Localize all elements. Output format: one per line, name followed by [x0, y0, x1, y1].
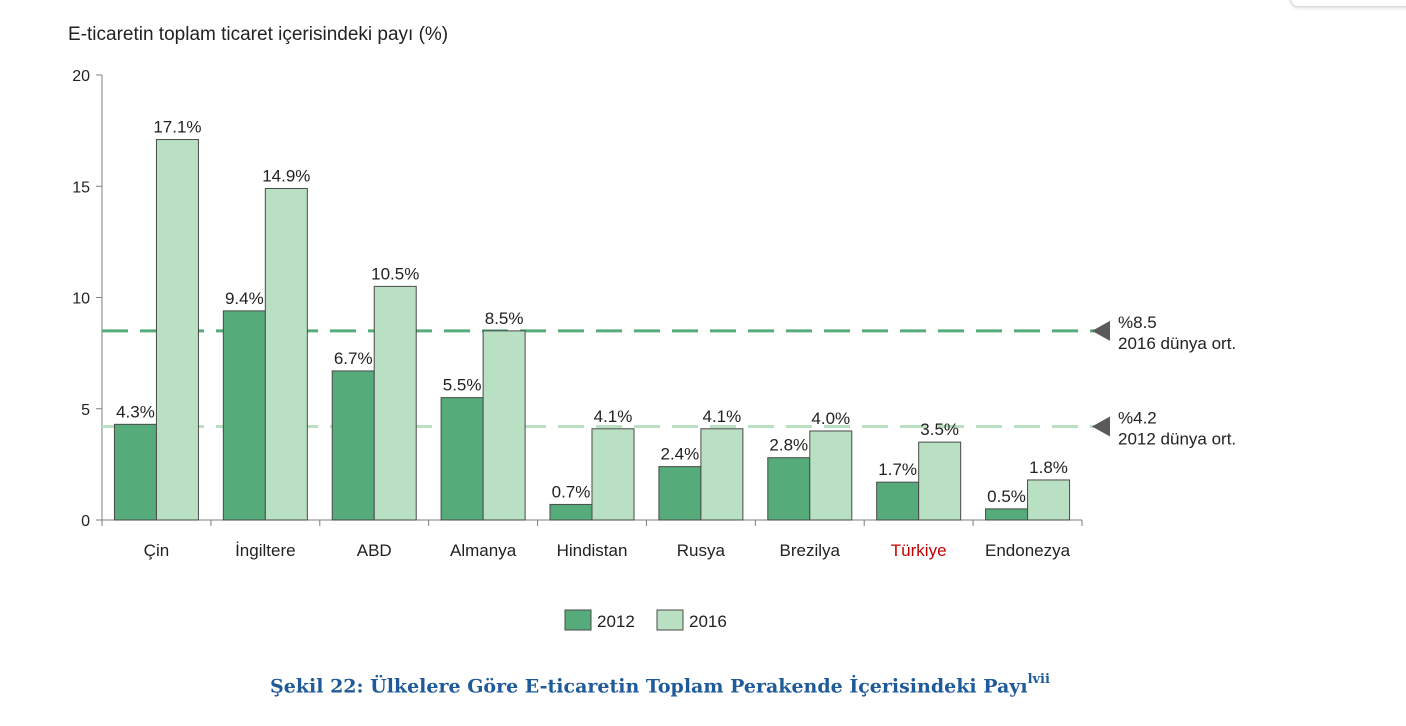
bar-2016: [918, 441, 962, 521]
reference-marker-triangle: [1092, 416, 1110, 437]
data-label: 1.7%: [878, 460, 917, 479]
x-tick-label: ABD: [357, 541, 392, 560]
y-tick-label: 5: [81, 402, 90, 419]
bar-2012: [331, 370, 375, 521]
legend-label: 2012: [597, 612, 635, 631]
bar-2016: [809, 430, 853, 521]
figure-caption: Şekil 22: Ülkelere Göre E-ticaretin Topl…: [0, 672, 1320, 698]
reference-marker-triangle: [1092, 320, 1110, 341]
data-label: 6.7%: [334, 349, 373, 368]
data-label: 2.8%: [769, 436, 808, 455]
bar-2016: [155, 139, 199, 521]
bars: [113, 139, 1071, 521]
y-tick-label: 10: [72, 291, 90, 308]
x-tick-label: Almanya: [450, 541, 517, 560]
data-label: 10.5%: [371, 264, 419, 283]
data-labels: 4.3% 9.4% 6.7% 5.5% 0.7% 2.4% 2.8% 1.7% 0.5% 17.1…: [116, 118, 1068, 506]
bar-2012: [222, 310, 266, 521]
bar-2016: [700, 428, 744, 521]
data-label: 4.0%: [811, 409, 850, 428]
x-tick-label: Endonezya: [985, 541, 1071, 560]
window-corner-widget: [1290, 0, 1406, 7]
reference-label-text: 2016 dünya ort.: [1118, 334, 1236, 353]
legend-swatch-2012: [564, 609, 592, 631]
reference-label-value: %8.5: [1118, 313, 1157, 332]
bar-2012: [658, 466, 702, 521]
data-label: 9.4%: [225, 289, 264, 308]
data-label: 5.5%: [443, 376, 482, 395]
data-label: 0.5%: [987, 487, 1026, 506]
y-tick-label: 20: [72, 68, 90, 85]
data-label: 3.5%: [920, 420, 959, 439]
bar-2016: [264, 187, 308, 521]
bar-2012: [876, 481, 920, 521]
data-label: 0.7%: [552, 482, 591, 501]
bar-2012: [985, 508, 1029, 521]
legend: 2012 2016: [564, 609, 727, 631]
bar-2016: [482, 330, 526, 521]
x-tick-label: Rusya: [677, 541, 726, 560]
bar-2016: [1027, 479, 1071, 521]
data-label: 1.8%: [1029, 458, 1068, 477]
bar-2016: [373, 285, 417, 521]
x-tick-label: Hindistan: [557, 541, 628, 560]
bar-2016: [591, 428, 635, 521]
data-label: 4.1%: [594, 407, 633, 426]
data-label: 8.5%: [485, 309, 524, 328]
bar-2012: [549, 503, 593, 521]
data-label: 2.4%: [661, 445, 700, 464]
caption-superscript: lvii: [1027, 672, 1050, 687]
x-tick-label: Çin: [144, 541, 170, 560]
x-tick-label: Türkiye: [891, 541, 947, 560]
x-tick-label: İngiltere: [235, 541, 295, 560]
chart-title: E-ticaretin toplam ticaret içerisindeki …: [68, 24, 448, 45]
x-tick-label: Brezilya: [780, 541, 841, 560]
data-label: 17.1%: [153, 118, 201, 137]
bar-2012: [113, 423, 157, 521]
reference-label-text: 2012 dünya ort.: [1118, 430, 1236, 449]
y-tick-label: 0: [81, 513, 90, 530]
legend-swatch-2016: [656, 609, 684, 631]
legend-label: 2016: [689, 612, 727, 631]
data-label: 4.1%: [703, 407, 742, 426]
data-label: 14.9%: [262, 166, 310, 185]
reference-label-value: %4.2: [1118, 409, 1157, 428]
data-label: 4.3%: [116, 402, 155, 421]
caption-text: Şekil 22: Ülkelere Göre E-ticaretin Topl…: [270, 675, 1028, 698]
bar-2012: [440, 397, 484, 521]
y-tick-label: 15: [72, 179, 90, 196]
bar-2012: [767, 457, 811, 521]
